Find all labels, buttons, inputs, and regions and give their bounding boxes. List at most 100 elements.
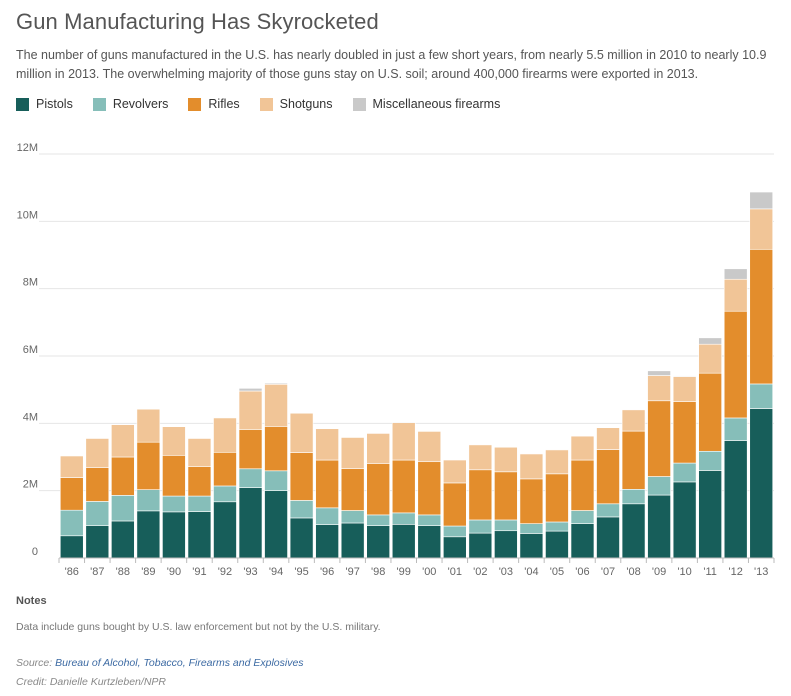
bar-segment-pistols <box>468 532 493 559</box>
x-tick-label: '88 <box>116 566 130 578</box>
bar-segment-shotguns <box>85 438 110 468</box>
bar-segment-rifles <box>672 401 697 464</box>
y-tick-label: 10M <box>17 209 38 221</box>
bar-segment-rifles <box>698 372 722 452</box>
x-tick-label: '87 <box>90 566 104 578</box>
bar-segment-miscellaneous-firearms <box>672 375 697 377</box>
y-tick-label: 12M <box>17 142 38 154</box>
legend-label-pistols: Pistols <box>36 97 73 111</box>
legend-swatch-misc <box>352 97 366 111</box>
bar-segment-revolvers <box>391 512 416 525</box>
bar-segment-rifles <box>570 459 595 511</box>
bar-segment-shotguns <box>59 455 84 478</box>
chart-title: Gun Manufacturing Has Skyrocketed <box>16 9 379 34</box>
y-tick-label: 8M <box>23 277 38 289</box>
chart-subtitle: The number of guns manufactured in the U… <box>16 48 767 81</box>
legend-swatch-shotguns <box>259 97 273 111</box>
legend-label-rifles: Rifles <box>208 97 240 111</box>
bar-segment-shotguns <box>111 424 135 458</box>
bar-segment-pistols <box>672 481 697 559</box>
axes: 0 2M 4M 6M 8M 10M 12M '86 '87 '88 '89 '90 '91 '92 '93 '… <box>17 142 775 578</box>
bar-segment-shotguns <box>340 437 365 469</box>
legend-label-shotguns: Shotguns <box>279 97 333 111</box>
bar-segment-pistols <box>723 440 748 559</box>
legend-item-revolvers: Revolvers <box>92 97 168 111</box>
bar-segment-revolvers <box>443 525 467 538</box>
bar-segment-rifles <box>315 459 339 509</box>
x-tick-label: '08 <box>626 566 640 578</box>
bar-segment-revolvers <box>238 468 263 488</box>
bar-segment-shotguns <box>136 408 161 443</box>
bar-segment-miscellaneous-firearms <box>723 268 748 280</box>
legend-item-rifles: Rifles <box>188 97 240 111</box>
x-tick-label: '91 <box>192 566 206 578</box>
bar-segment-shotguns <box>723 278 748 312</box>
bar-segment-rifles <box>545 473 569 523</box>
bar-segment-rifles <box>340 468 365 511</box>
bar-segment-rifles <box>111 456 135 496</box>
bar-segment-miscellaneous-firearms <box>647 370 671 376</box>
bar-segment-revolvers <box>468 519 493 534</box>
source-link[interactable]: Bureau of Alcohol, Tobacco, Firearms and… <box>55 657 304 669</box>
bar-segment-revolvers <box>519 523 544 534</box>
x-tick-label: '94 <box>269 566 283 578</box>
bar-segment-shotguns <box>749 208 774 250</box>
bar-segment-pistols <box>340 522 365 559</box>
bar-segment-rifles <box>443 482 467 527</box>
bar-segment-shotguns <box>187 438 212 467</box>
bar-segment-shotguns <box>391 422 416 461</box>
x-tick-label: '89 <box>141 566 155 578</box>
bar-segment-pistols <box>519 533 544 559</box>
bar-segment-pistols <box>749 408 774 559</box>
bar-segment-shotguns <box>519 453 544 480</box>
bar-segment-shotguns <box>315 428 339 461</box>
bar-segment-pistols <box>545 530 569 559</box>
legend-swatch-rifles <box>188 97 202 111</box>
bar-segment-shotguns <box>494 446 518 473</box>
x-tick-label: '07 <box>601 566 615 578</box>
bar-segment-revolvers <box>621 489 646 505</box>
bar-segment-miscellaneous-firearms <box>264 382 288 385</box>
bar-segment-miscellaneous-firearms <box>698 337 722 345</box>
y-tick-label: 2M <box>23 479 38 491</box>
bar-segment-shotguns <box>366 433 390 464</box>
y-tick-label: 0 <box>32 546 38 558</box>
bar-segment-shotguns <box>443 459 467 484</box>
bar-segment-shotguns <box>238 390 263 430</box>
x-tick-label: '93 <box>243 566 257 578</box>
bar-segment-revolvers <box>596 503 620 518</box>
source-prefix: Source: <box>16 657 56 669</box>
bar-segment-pistols <box>570 523 595 559</box>
notes-title: Notes <box>16 595 47 607</box>
bar-segment-pistols <box>366 525 390 559</box>
bar-segment-rifles <box>85 467 110 502</box>
bar-segment-rifles <box>213 451 237 487</box>
bar-segment-shotguns <box>596 427 620 450</box>
bar-segment-shotguns <box>621 409 646 432</box>
bar-segment-rifles <box>238 429 263 470</box>
legend-item-shotguns: Shotguns <box>259 97 333 111</box>
bar-segment-revolvers <box>570 510 595 524</box>
bar-segment-pistols <box>621 503 646 559</box>
legend: Pistols Revolvers Rifles Shotguns Miscel… <box>16 97 520 111</box>
bar-segment-rifles <box>468 469 493 521</box>
bar-segment-miscellaneous-firearms <box>238 388 263 392</box>
bar-segment-revolvers <box>111 495 135 522</box>
bar-segment-shotguns <box>289 412 314 453</box>
x-tick-label: '04 <box>524 566 538 578</box>
bar-segment-shotguns <box>672 376 697 402</box>
bar-segment-pistols <box>698 470 722 559</box>
x-tick-label: '86 <box>65 566 79 578</box>
bar-segment-rifles <box>162 455 186 497</box>
bar-segment-rifles <box>59 477 84 511</box>
bar-segment-pistols <box>443 536 467 559</box>
x-tick-label: '11 <box>703 566 717 578</box>
bars <box>59 191 774 559</box>
legend-swatch-revolvers <box>92 97 106 111</box>
bar-segment-pistols <box>264 490 288 559</box>
legend-item-pistols: Pistols <box>16 97 73 111</box>
legend-item-misc: Miscellaneous firearms <box>352 97 500 111</box>
bar-segment-pistols <box>213 501 237 559</box>
x-tick-label: '97 <box>345 566 359 578</box>
bar-segment-shotguns <box>417 431 442 463</box>
